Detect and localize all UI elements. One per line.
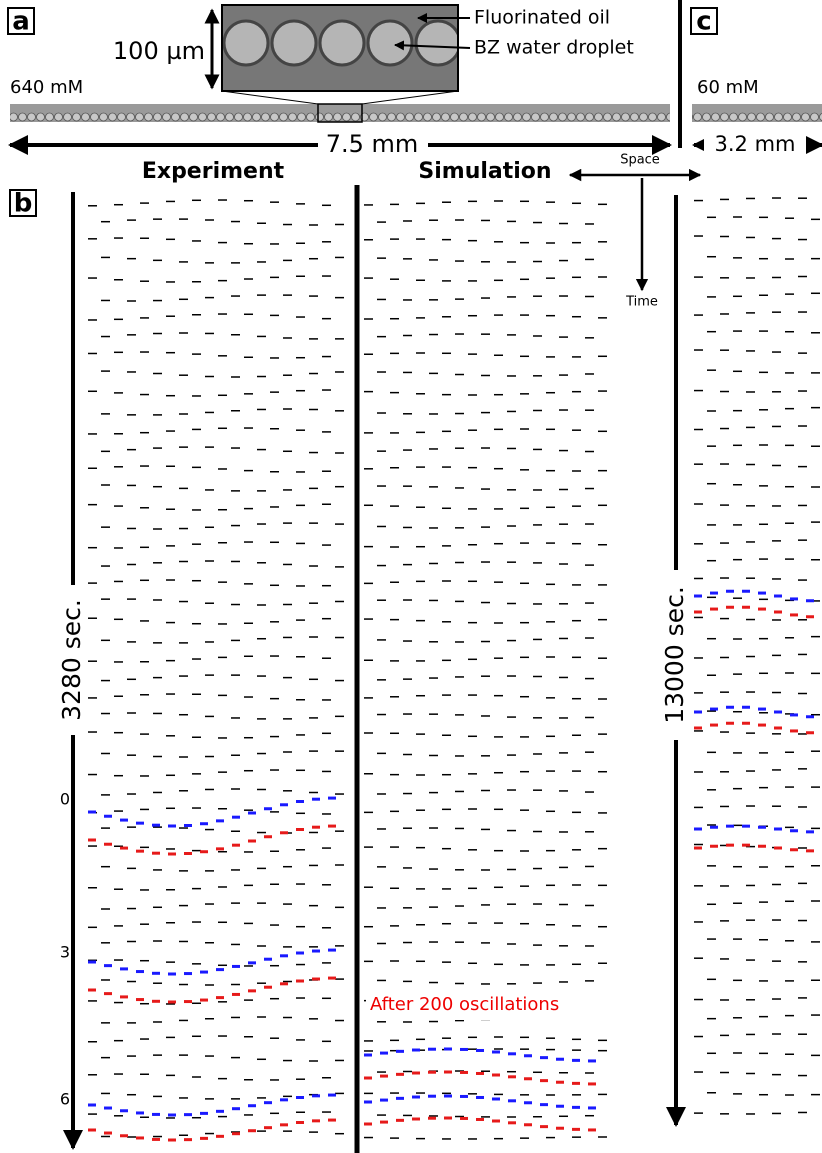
annotation: Fluorinated oil <box>474 7 610 29</box>
label-bg <box>661 570 691 740</box>
length-label: 3.2 mm <box>715 132 796 156</box>
concentration: 60 mM <box>697 77 759 98</box>
pointer <box>394 40 471 51</box>
duration-label: 13000 sec. <box>660 586 689 724</box>
axis-label: Space <box>620 153 660 168</box>
panel-label: b <box>14 189 33 219</box>
zoom-box <box>317 103 363 123</box>
panel-label: c <box>696 7 711 37</box>
axis-label: Time <box>625 295 658 310</box>
panel-box <box>9 189 37 217</box>
droplet-strip <box>692 104 822 122</box>
panel-label: a <box>12 7 30 37</box>
label-bg <box>318 130 428 160</box>
zoom-line <box>221 90 319 105</box>
note: After 200 oscillations <box>370 994 559 1015</box>
duration-label: 3280 sec. <box>57 599 86 721</box>
time-tick: 0 <box>60 790 70 809</box>
time-tick: 6 <box>60 1090 70 1109</box>
panel-box <box>7 7 35 35</box>
label-bg <box>704 130 806 160</box>
concentration: 640 mM <box>10 77 83 98</box>
scale-label: 100 µm <box>113 37 205 65</box>
column-title: Experiment <box>142 159 285 184</box>
panel-box <box>690 7 718 35</box>
label-bg <box>366 990 616 1020</box>
label-bg <box>58 585 88 735</box>
column-title: Simulation <box>418 159 551 184</box>
length-label: 7.5 mm <box>326 130 419 158</box>
space-time-plot <box>88 197 820 1142</box>
time-tick: 3 <box>60 943 70 962</box>
droplet-strip <box>10 104 670 122</box>
annotation: BZ water droplet <box>474 37 634 59</box>
zoom-line <box>361 90 459 105</box>
